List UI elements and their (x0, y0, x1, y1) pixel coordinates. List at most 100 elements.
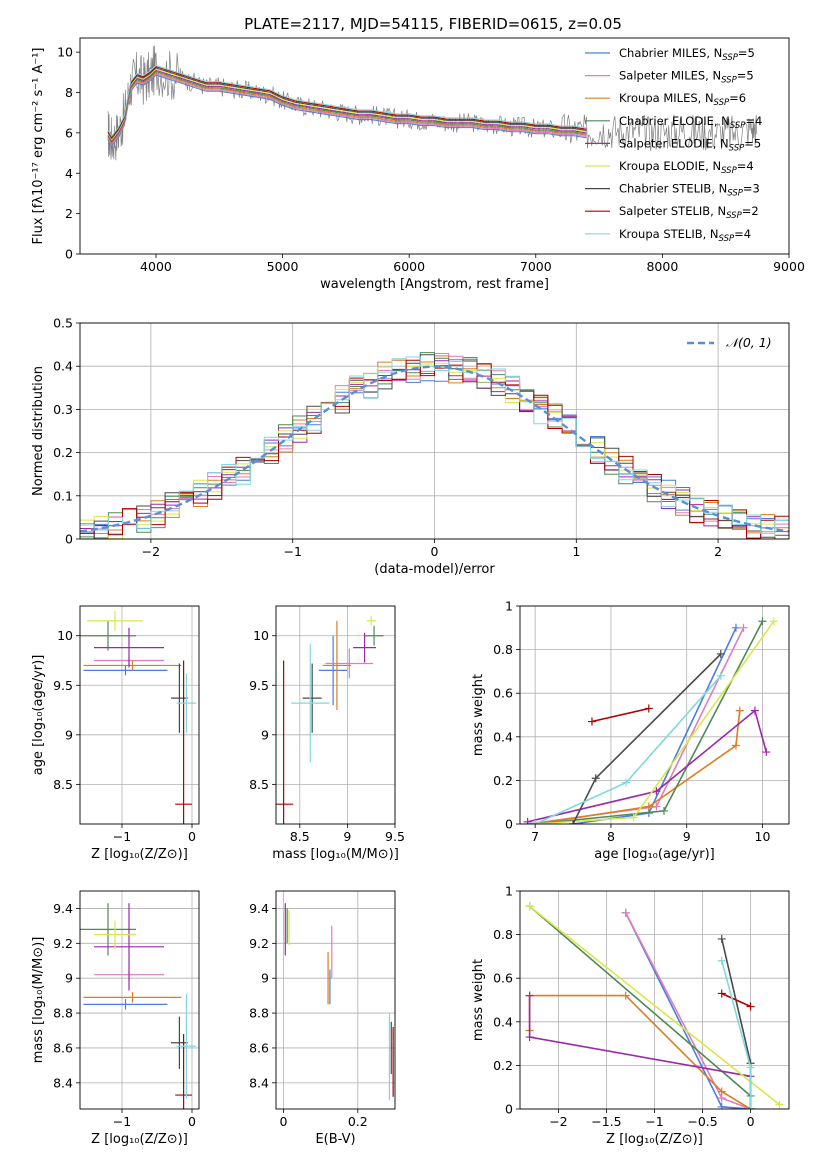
marker (717, 1087, 726, 1096)
model-line (107, 69, 587, 142)
marker (746, 1105, 755, 1109)
marker (717, 989, 726, 998)
legend-label: Salpeter STELIB, NSSP=2 (619, 204, 759, 221)
age-vs-mass-panel: 8.5 9 9.5 8.5 9 9.5 10 mass [log₁₀(M/M⊙)] (249, 605, 405, 862)
legend-label-suffix: =5 (738, 46, 755, 60)
marker (746, 1063, 755, 1072)
y-tick-label: 0.4 (493, 1014, 513, 1029)
y-axis-label: mass weight (471, 674, 486, 756)
marker (531, 820, 540, 824)
legend-label: 𝒩(0, 1) (726, 335, 772, 350)
figure-title: PLATE=2117, MJD=54115, FIBERID=0615, z=0… (244, 15, 622, 33)
y-tick-label: 0.8 (493, 927, 513, 942)
marker (621, 908, 630, 917)
x-tick-label: 0 (431, 544, 439, 559)
axes-frame (79, 37, 790, 255)
mass-vs-ebv-panel: 0 0.2 8.4 8.6 8.8 9 9.2 9.4 E(B-V) (249, 890, 396, 1147)
y-tick-label: 9.4 (53, 901, 73, 916)
x-axis-label: age [log₁₀(age/yr)] (594, 847, 715, 862)
marker (644, 704, 653, 713)
marker (717, 934, 726, 943)
x-tick-label: 0 (747, 1114, 755, 1129)
legend-label-prefix: Salpeter ELODIE, N (619, 136, 729, 150)
legend-label-prefix: Chabrier MILES, N (619, 46, 722, 60)
x-tick-label: −1.5 (591, 1114, 621, 1129)
y-tick-label: 8.5 (249, 777, 269, 792)
legend-label-suffix: =3 (743, 182, 760, 196)
marker (525, 1033, 534, 1042)
x-tick-label: 7 (531, 829, 539, 844)
axes-frame (519, 605, 790, 825)
mass-weight-line (535, 710, 741, 824)
y-tick-label: 8.4 (249, 1075, 269, 1090)
y-axis-label: mass weight (471, 959, 486, 1041)
y-tick-label: 9.5 (53, 678, 73, 693)
marker (758, 617, 767, 626)
y-axis-label: Flux [fλ10⁻¹⁷ erg cm⁻² s⁻¹ A⁻¹] (31, 48, 46, 245)
y-tick-label: 9.2 (53, 936, 73, 951)
marker (569, 820, 578, 824)
y-tick-label: 8.6 (53, 1040, 73, 1055)
legend-label: Kroupa MILES, NSSP=6 (619, 91, 746, 108)
legend-label: Chabrier ELODIE, NSSP=4 (619, 114, 762, 131)
errorbar-point (366, 615, 376, 626)
y-tick-label: 0 (505, 1102, 513, 1117)
y-tick-label: 0.3 (53, 402, 73, 417)
mass-vs-metallicity-panel: −1 0 8.4 8.6 8.8 9 9.2 9.4 Z [log₁₀(Z/Z⊙)] mass [… (31, 890, 200, 1147)
marker (587, 717, 596, 726)
x-axis-label: Z [log₁₀(Z/Z⊙)] (606, 1132, 703, 1147)
errorbar-point (80, 903, 136, 956)
x-tick-label: 2 (714, 544, 722, 559)
legend-label-suffix: =5 (744, 136, 761, 150)
axes-frame (519, 890, 790, 1110)
axes-frame (275, 890, 396, 1110)
histogram-step (80, 359, 789, 539)
errorbar-point (302, 663, 322, 733)
mass-weight-line (528, 994, 752, 1109)
errorbar-point (83, 992, 182, 1003)
marker (591, 774, 600, 783)
x-axis-label: Z [log₁₀(Z/Z⊙)] (91, 1132, 188, 1147)
marker (746, 1002, 755, 1011)
errorbar-point (318, 635, 348, 706)
mass-weight-line (527, 627, 745, 824)
x-tick-label: −1 (113, 829, 131, 844)
y-tick-label: 0.2 (53, 445, 73, 460)
y-tick-label: 9 (261, 971, 269, 986)
normal-reference-curve (80, 365, 789, 533)
model-line (107, 68, 587, 141)
legend-label-sub: SSP (721, 76, 737, 86)
errorbar-point (171, 1016, 188, 1069)
model-line (107, 66, 587, 139)
plot-area (107, 45, 758, 161)
legend-label-sub: SSP (722, 53, 738, 63)
plot-area (80, 610, 197, 824)
y-tick-label: 8.5 (53, 777, 73, 792)
data-spectrum (107, 45, 758, 161)
y-tick-label: 10 (57, 628, 73, 643)
y-axis-label: Normed distribution (31, 366, 46, 496)
x-tick-label: 0 (279, 1114, 287, 1129)
marker (652, 802, 661, 811)
x-tick-label: 9.5 (385, 829, 405, 844)
plot-area (276, 615, 384, 824)
x-axis-label: wavelength [Angstrom, rest frame] (320, 277, 549, 292)
x-axis-label: E(B-V) (315, 1132, 355, 1147)
y-tick-label: 0.8 (493, 642, 513, 657)
legend-label-suffix: =5 (737, 69, 754, 83)
y-tick-label: 10 (253, 628, 269, 643)
x-tick-label: −2 (549, 1114, 567, 1129)
x-tick-label: 8.5 (290, 829, 310, 844)
errorbar-point (83, 999, 168, 1010)
marker (717, 1102, 726, 1109)
plot-area (80, 352, 789, 539)
x-tick-label: −0.5 (687, 1114, 717, 1129)
y-tick-label: 0.2 (493, 1058, 513, 1073)
errorbar-point (322, 620, 352, 711)
x-tick-label: 9 (343, 829, 351, 844)
residuals-panel: −2 −1 0 1 2 0 0.1 0.2 0.3 0.4 0.5 (data-model)/erro… (31, 316, 790, 577)
legend-label-prefix: Kroupa ELODIE, N (619, 159, 721, 173)
y-tick-label: 8 (65, 85, 73, 100)
x-tick-label: 4000 (140, 259, 172, 274)
x-axis-label: Z [log₁₀(Z/Z⊙)] (91, 847, 188, 862)
